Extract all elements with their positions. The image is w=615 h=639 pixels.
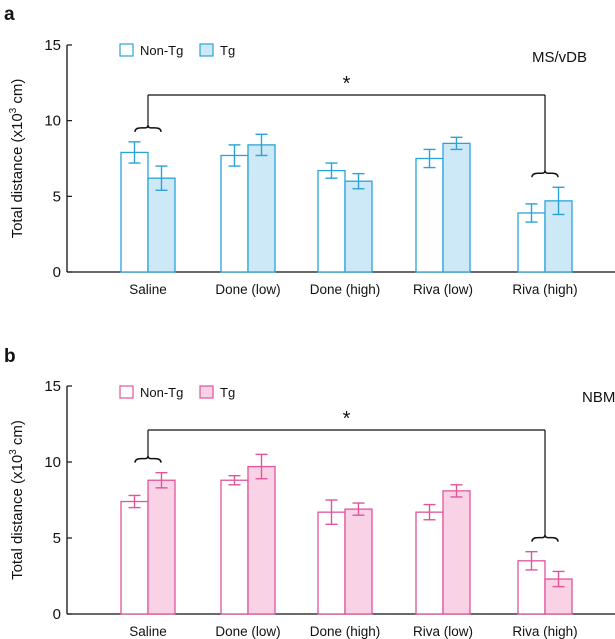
- y-axis-title: Total distance (x103 cm): [8, 420, 26, 580]
- category-label: Riva (low): [413, 282, 473, 297]
- significance-brace-riva-high: [531, 170, 559, 178]
- bar-non-tg-0: [120, 500, 149, 615]
- bar-non-tg-2: [317, 169, 346, 273]
- bar-non-tg-3: [415, 511, 444, 615]
- legend-swatch-non-tg: [119, 43, 134, 57]
- bar-non-tg-1: [220, 479, 249, 615]
- bar-tg-4: [544, 200, 573, 273]
- significance-brace-saline: [134, 455, 162, 463]
- category-label: Done (low): [215, 282, 280, 297]
- legend-label: Tg: [220, 385, 235, 400]
- y-tick-label: 10: [44, 454, 61, 471]
- region-label: MS/vDB: [532, 49, 587, 66]
- y-tick-label: 0: [53, 606, 61, 623]
- y-tick-label: 10: [44, 113, 61, 130]
- chart-panel-a: a 0 5 10 15 Total distance (x103 cm) MS/vDB Non…: [4, 4, 615, 297]
- bar-tg-1: [247, 465, 276, 615]
- bar-non-tg-2: [317, 511, 346, 615]
- bar-non-tg-3: [415, 157, 444, 273]
- y-tick-label: 5: [53, 530, 61, 547]
- bar-tg-0: [147, 177, 176, 273]
- y-tick-label: 15: [44, 378, 61, 395]
- category-label: Riva (low): [413, 624, 473, 639]
- bar-tg-0: [147, 479, 176, 615]
- bar-tg-2: [344, 180, 373, 273]
- legend-swatch-non-tg: [119, 385, 134, 399]
- y-tick-label: 5: [53, 188, 61, 205]
- category-label: Done (low): [215, 624, 280, 639]
- bar-tg-2: [344, 508, 373, 615]
- category-label: Riva (high): [512, 624, 577, 639]
- legend-label: Tg: [220, 43, 235, 58]
- bar-non-tg-0: [120, 151, 149, 273]
- category-label: Done (high): [310, 624, 381, 639]
- bar-tg-1: [247, 144, 276, 273]
- chart-panel-b: b 0 5 10 15 Total distance (x103 cm) NBM Non-Tg…: [4, 346, 615, 639]
- legend-label: Non-Tg: [140, 385, 183, 400]
- significance-brace-saline: [134, 124, 162, 132]
- legend-label: Non-Tg: [140, 43, 183, 58]
- legend-swatch-tg: [199, 385, 214, 399]
- bar-tg-3: [442, 142, 471, 273]
- region-label: NBM: [582, 389, 615, 406]
- bar-tg-3: [442, 490, 471, 615]
- category-label: Saline: [129, 624, 167, 639]
- category-label: Done (high): [310, 282, 381, 297]
- legend-swatch-tg: [199, 43, 214, 57]
- category-label: Riva (high): [512, 282, 577, 297]
- y-tick-label: 0: [53, 264, 61, 281]
- panel-letter: b: [4, 346, 16, 367]
- category-label: Saline: [129, 282, 167, 297]
- significance-star: *: [343, 408, 351, 430]
- y-tick-label: 15: [44, 37, 61, 54]
- significance-star: *: [343, 73, 351, 95]
- panel-letter: a: [4, 4, 15, 25]
- significance-brace-riva-high: [531, 534, 559, 542]
- y-axis-title: Total distance (x103 cm): [8, 79, 26, 239]
- bar-non-tg-1: [220, 154, 249, 273]
